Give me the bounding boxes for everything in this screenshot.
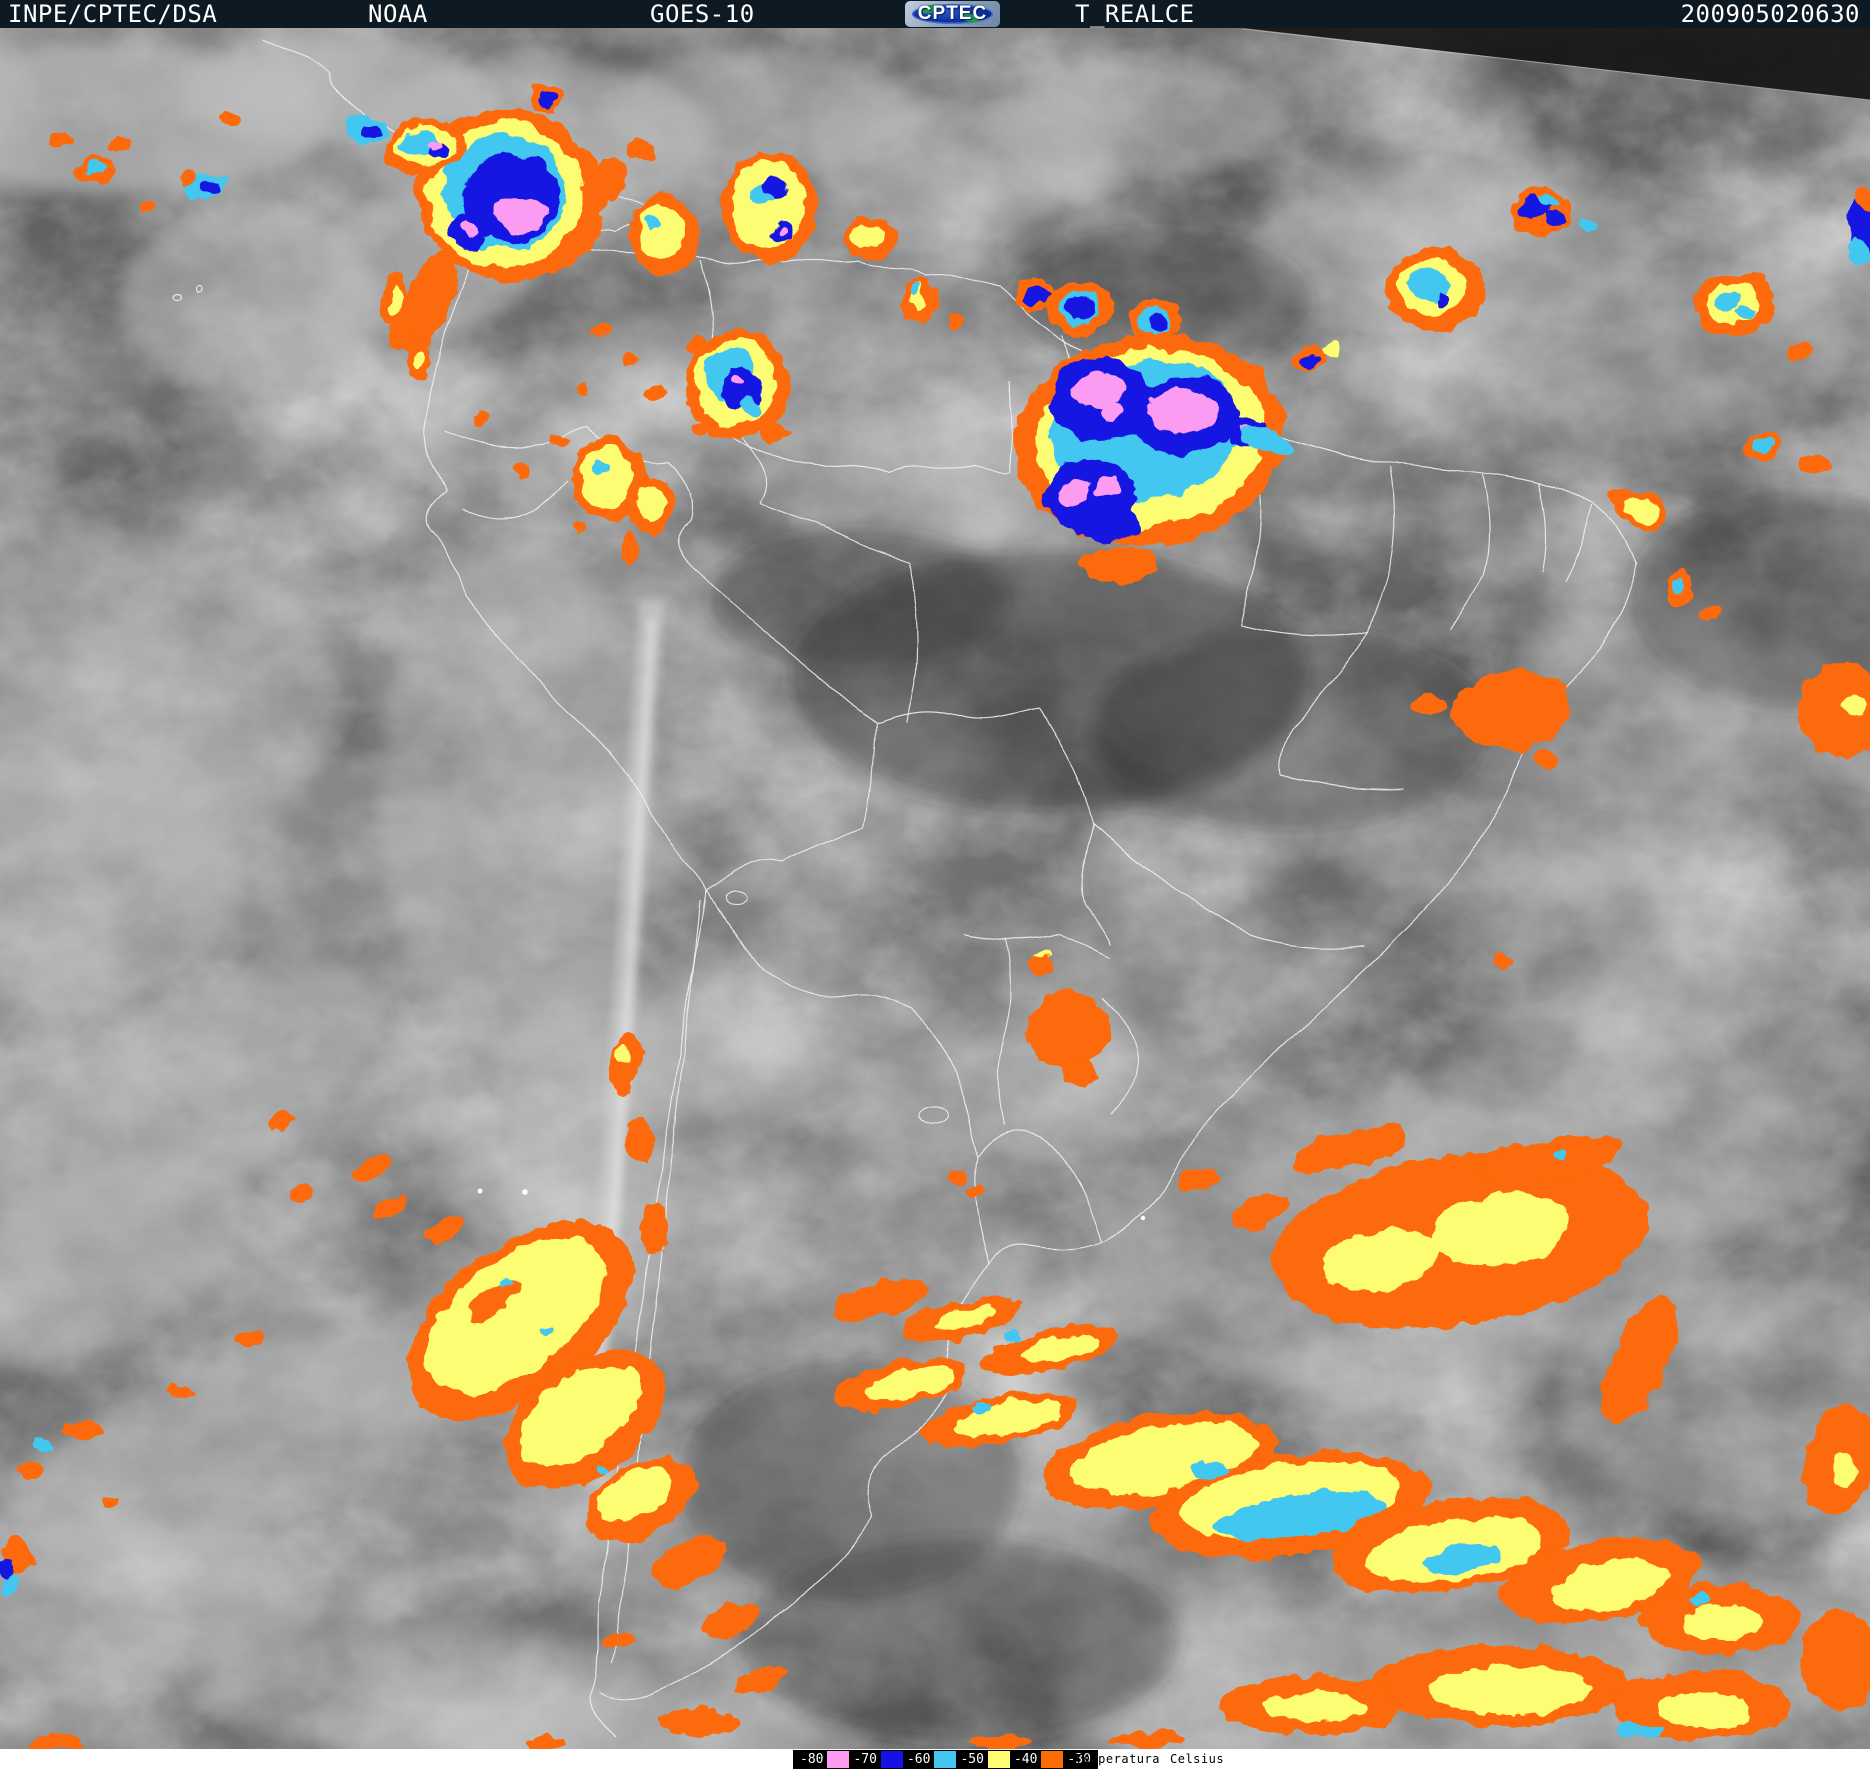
enhanced-clouds	[0, 84, 1870, 1751]
legend-tick: -80	[800, 1752, 824, 1767]
dark-patches	[680, 230, 1870, 1740]
legend-tick: -50	[960, 1752, 984, 1767]
legend-tick: -70	[853, 1752, 877, 1767]
agency-label: INPE/CPTEC/DSA	[8, 0, 218, 28]
satellite-label: GOES-10	[650, 0, 755, 28]
timestamp-label: 200905020630	[1680, 0, 1860, 28]
legend-tick: -40	[1013, 1752, 1038, 1767]
legend-swatch-yellow	[987, 1751, 1010, 1768]
legend-swatch-blue	[880, 1751, 903, 1768]
legend-swatch-pink	[827, 1751, 850, 1768]
legend-swatch-orange	[1041, 1751, 1064, 1768]
legend-title: Temperatura	[1075, 1752, 1160, 1766]
legend-tick: -30	[1067, 1752, 1091, 1767]
temperature-colorbar: -80 -70 -60 -50 -40 -30	[793, 1750, 1098, 1769]
product-label: T_REALCE	[1075, 0, 1195, 28]
cptec-logo: CPTEC	[905, 1, 1000, 27]
legend-swatch-cyan	[934, 1751, 957, 1768]
legend-strip: -80 -70 -60 -50 -40 -30 Temperatura Cels…	[0, 1749, 1870, 1770]
org-label: NOAA	[368, 0, 428, 28]
bright-specks	[477, 1188, 1146, 1221]
header-bar: INPE/CPTEC/DSA NOAA GOES-10 CPTEC T_REAL…	[0, 0, 1870, 28]
legend-tick: -60	[906, 1752, 931, 1767]
legend-unit: Celsius	[1170, 1752, 1225, 1766]
scan-edge	[1242, 28, 1870, 101]
cptec-logo-text: CPTEC	[917, 3, 988, 24]
